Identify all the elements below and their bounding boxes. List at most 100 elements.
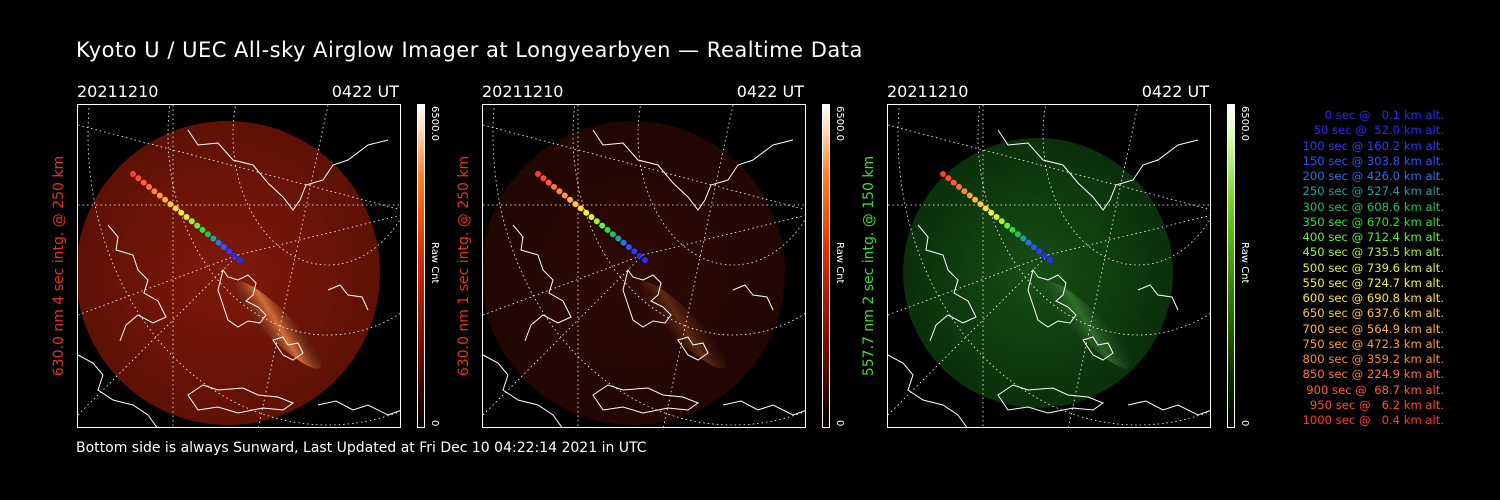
trajectory-point: [1009, 226, 1016, 233]
image-time: 0422 UT: [736, 82, 804, 101]
colorbar-unit: Raw Cnt: [1239, 242, 1250, 284]
legend-entry: 900 sec @ 68.7 km alt.: [1306, 382, 1444, 397]
trajectory-point: [1020, 235, 1027, 242]
legend-entry: 600 sec @ 690.8 km alt.: [1302, 291, 1444, 305]
trajectory-point: [966, 192, 973, 199]
trajectory-point: [130, 171, 136, 177]
trajectory-point: [551, 183, 557, 190]
trajectory-point: [998, 218, 1005, 225]
trajectory-point: [1014, 231, 1021, 238]
trajectory-point: [604, 226, 611, 233]
trajectory-point: [1025, 239, 1032, 246]
allsky-image: [483, 105, 805, 427]
legend-entry: 450 sec @ 735.5 km alt.: [1302, 245, 1444, 260]
legend-entry: 250 sec @ 527.4 km alt.: [1302, 184, 1444, 199]
trajectory-point: [577, 205, 584, 212]
allsky-map: [887, 104, 1211, 428]
trajectory-point: [156, 192, 163, 199]
legend-entry: 100 sec @ 160.2 km alt.: [1302, 138, 1444, 153]
graticule: [78, 105, 400, 427]
colorbar-max: 6500.0: [1239, 106, 1250, 141]
trajectory-point: [620, 239, 627, 246]
trajectory-point: [140, 179, 147, 186]
trajectory-point: [993, 214, 1000, 220]
trajectory-point: [231, 252, 238, 259]
legend-entry: 800 sec @ 359.2 km alt.: [1302, 352, 1444, 366]
colorbar-unit: Raw Cnt: [429, 242, 440, 284]
legend-entry: 50 sec @ 52.0 km alt.: [1313, 123, 1444, 138]
trajectory-point: [940, 171, 946, 177]
legend-entry: 0 sec @ 0.1 km alt.: [1324, 108, 1444, 122]
trajectory-point: [977, 201, 984, 208]
panel-557-2sec: 20211210 0422 UT 557.7 nm 2 sec intg. @ …: [861, 82, 1250, 432]
channel-label: 630.0 nm 1 sec intg. @ 250 km: [456, 155, 472, 377]
trajectory-point: [961, 188, 968, 195]
colorbar: [822, 104, 830, 428]
allsky-image: [888, 105, 1210, 427]
trajectory-point: [956, 183, 962, 190]
trajectory-point: [135, 175, 142, 182]
legend-entry: 650 sec @ 637.6 km alt.: [1302, 306, 1444, 321]
trajectory-point: [210, 235, 217, 242]
trajectory-point: [1036, 248, 1043, 255]
colorbar-min: 0: [429, 420, 440, 427]
trajectory-point: [599, 222, 606, 229]
trajectory-point: [1041, 252, 1048, 259]
allsky-map: [77, 104, 401, 428]
legend-entry: 1000 sec @ 0.4 km alt.: [1302, 413, 1444, 427]
image-time: 0422 UT: [1141, 82, 1209, 101]
colorbar: [1227, 104, 1235, 428]
image-date: 20211210: [887, 82, 969, 101]
colorbar: [417, 104, 425, 428]
coastline: [483, 129, 805, 427]
allsky-map: [482, 104, 806, 428]
trajectory-point: [642, 257, 648, 263]
legend-entry: 200 sec @ 426.0 km alt.: [1302, 169, 1444, 183]
channel-label: 630.0 nm 4 sec intg. @ 250 km: [51, 155, 67, 377]
trajectory-point: [167, 201, 174, 208]
trajectory-point: [982, 205, 989, 212]
channel-label: 557.7 nm 2 sec intg. @ 150 km: [861, 155, 877, 377]
trajectory-point: [162, 196, 169, 203]
legend-entry: 300 sec @ 608.6 km alt.: [1302, 199, 1444, 214]
trajectory-point: [556, 188, 563, 195]
trajectory-point: [625, 244, 632, 251]
trajectory-point: [194, 222, 201, 229]
coastline: [888, 129, 1210, 427]
colorbar-unit: Raw Cnt: [834, 242, 845, 284]
legend-entry: 700 sec @ 564.9 km alt.: [1302, 321, 1444, 336]
trajectory-point: [615, 235, 622, 242]
trajectory-point: [199, 226, 206, 233]
trajectory-point: [237, 257, 243, 263]
trajectory-point: [226, 248, 233, 255]
trajectory-point: [1004, 222, 1011, 229]
image-date: 20211210: [482, 82, 564, 101]
colorbar-max: 6500.0: [429, 106, 440, 141]
legend-entry: 550 sec @ 724.7 km alt.: [1302, 275, 1444, 290]
trajectory-point: [588, 214, 595, 220]
panel-630-4sec: 20211210 0422 UT 630.0 nm 4 sec intg. @ …: [51, 82, 440, 432]
graticule: [483, 105, 805, 427]
trajectory-point: [172, 205, 179, 212]
coastline: [78, 129, 400, 427]
colorbar-max: 6500.0: [834, 106, 845, 141]
airglow-disk: [483, 121, 785, 425]
trajectory-point: [561, 192, 568, 199]
graticule: [888, 105, 1210, 427]
colorbar-min: 0: [834, 420, 845, 427]
trajectory-point: [583, 209, 590, 216]
trajectory-point: [972, 196, 979, 203]
trajectory-point: [988, 209, 995, 216]
trajectory-point: [572, 201, 579, 208]
trajectory-point: [204, 231, 211, 238]
airglow-disk: [903, 138, 1173, 408]
trajectory-point: [1047, 257, 1053, 263]
trajectory-point: [540, 175, 547, 182]
trajectory-point: [146, 183, 152, 190]
legend-entry: 400 sec @ 712.4 km alt.: [1302, 230, 1444, 244]
allsky-image: [78, 105, 400, 427]
trajectory-point: [188, 218, 195, 225]
image-time: 0422 UT: [331, 82, 399, 101]
trajectory-point: [215, 239, 222, 246]
trajectory-point: [950, 179, 957, 186]
